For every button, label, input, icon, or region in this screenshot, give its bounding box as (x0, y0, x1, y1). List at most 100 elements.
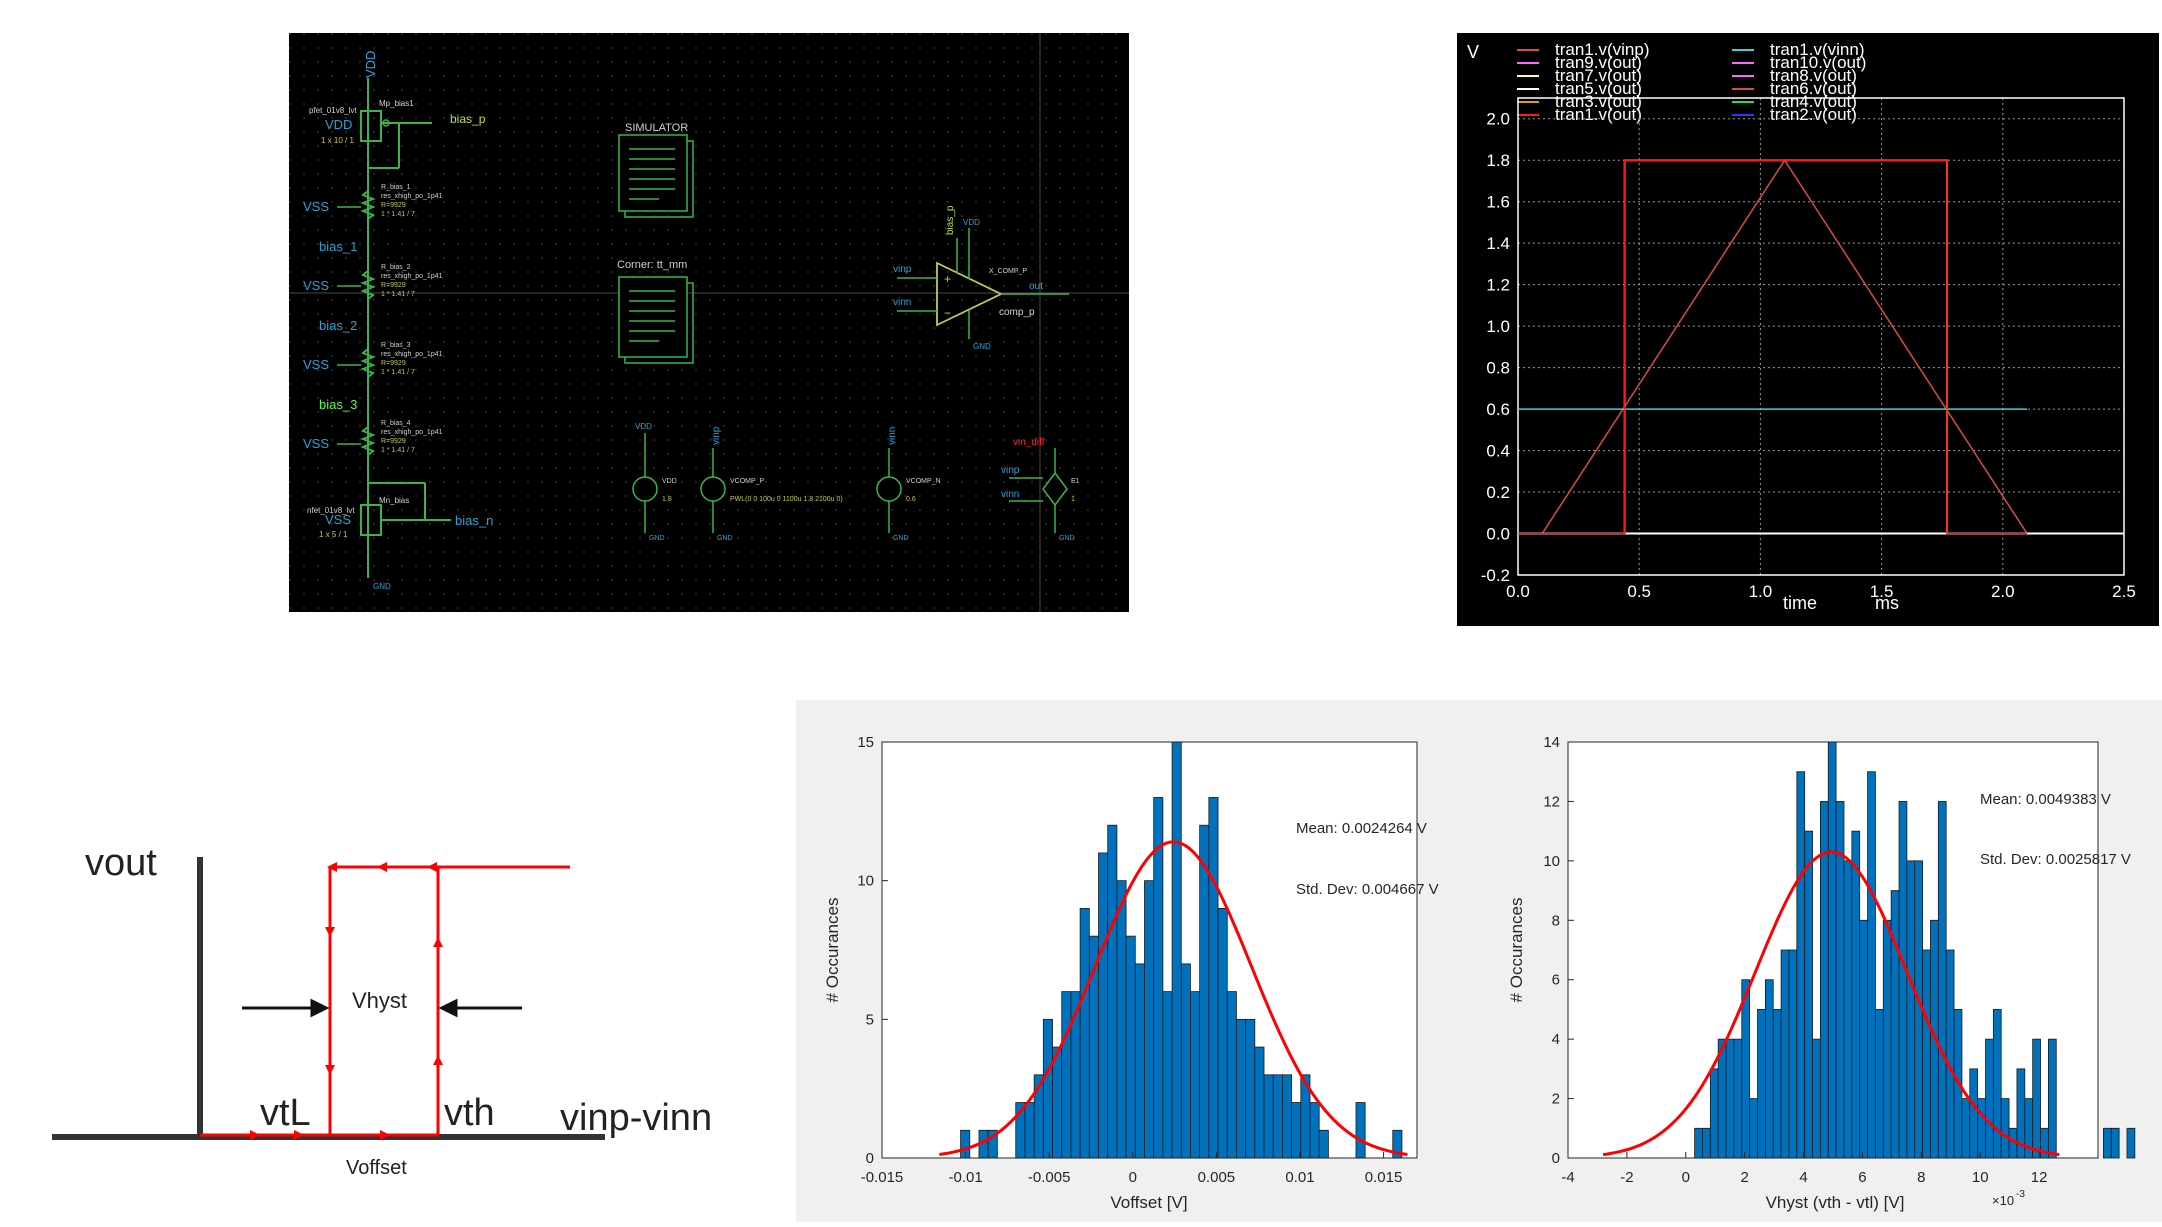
src-vdd-value: 1.8 (662, 496, 672, 503)
histogram-bar (1702, 1127, 1711, 1159)
histogram-bar (1694, 1127, 1703, 1159)
y-tick-label: 15 (857, 734, 874, 751)
r2-name: R_bias_2 (381, 264, 411, 271)
net-bias-1: bias_1 (319, 239, 357, 254)
hyst-loop (200, 862, 570, 1140)
r4-name: R_bias_4 (381, 420, 411, 427)
corner-block[interactable]: Corner: tt_mm (617, 259, 694, 364)
comp-vinp: vinp (893, 264, 912, 275)
x-tick-label: -0.005 (1028, 1169, 1071, 1186)
schematic-panel[interactable]: VDD pfet_01v8_lvt Mp_bias1 1 x 10 / 1 VD… (289, 33, 1129, 612)
h2-fit-curve (1602, 850, 2060, 1157)
waveform-plot[interactable]: V tran1.v(vinp) tran1.v(vinn) tran9.v(out)… (1457, 33, 2159, 626)
r3-name: R_bias_3 (381, 342, 411, 349)
x-tick-label: -4 (1561, 1169, 1574, 1186)
histogram-bar (1107, 824, 1118, 1159)
wave-x-tick: 0.0 (1506, 582, 1530, 601)
r4-mult: 1 * 1.41 / 7 (381, 447, 415, 454)
net-vdd-top: VDD (363, 51, 378, 78)
y-tick-label: 6 (1552, 972, 1560, 989)
pfet-mp-bias1[interactable]: pfet_01v8_lvt Mp_bias1 1 x 10 / 1 (309, 99, 414, 145)
resistor-r-bias-1[interactable]: R_bias_1 res_xhigh_po_1p41 R=9929 1 * 1.… (360, 184, 443, 220)
histogram-bar (1153, 797, 1164, 1159)
net-vss-1: VSS (303, 199, 329, 214)
histogram-vhyst-panel[interactable]: -4 -2 0 2 4 6 8 10 12 0 2 4 6 8 10 12 14 Vhyst (vth - v… (1482, 700, 2162, 1222)
histogram-vhyst[interactable]: -4 -2 0 2 4 6 8 10 12 0 2 4 6 8 10 12 14 Vhyst (vth - v… (1482, 700, 2162, 1222)
schematic-canvas[interactable]: VDD pfet_01v8_lvt Mp_bias1 1 x 10 / 1 VD… (289, 33, 1129, 612)
histogram-bar (1709, 1068, 1719, 1159)
hyst-vtl-label: vtL (260, 1092, 311, 1134)
net-vss-2: VSS (303, 278, 329, 293)
histogram-bar (1318, 1129, 1329, 1159)
source-vcomp-n[interactable]: vinn VCOMP_N 0.6 GND (876, 427, 941, 542)
histogram-bar (1992, 1009, 2002, 1159)
comp-cell: comp_p (999, 307, 1035, 318)
histogram-bar (1052, 1046, 1063, 1159)
wave-legend-entry: tran7.v(out) (1555, 66, 1642, 85)
r3-mult: 1 * 1.41 / 7 (381, 369, 415, 376)
vcvs-gain: 1 (1071, 496, 1075, 503)
y-tick-label: 0 (1552, 1150, 1560, 1167)
comparator-comp-p[interactable]: + − vinp vinn out X_COMP_P comp_p bias_p… (893, 205, 1069, 351)
histogram-bar (1079, 907, 1090, 1159)
nfet-mn-bias[interactable]: nfet_01v8_lvt Mn_bias 1 x 5 / 1 (307, 496, 409, 539)
histogram-bar (1733, 1038, 1743, 1159)
histogram-bar (1171, 741, 1182, 1159)
wave-y-tick: 0.2 (1486, 483, 1510, 502)
r2-mult: 1 * 1.41 / 7 (381, 291, 415, 298)
vcvs-e1[interactable]: vin_diff vinp vinn E1 1 GND (1001, 437, 1080, 542)
hyst-vhyst-arrows (242, 998, 522, 1018)
histogram-bar (1922, 949, 1931, 1159)
histogram-bar (987, 1129, 998, 1159)
y-tick-label: 10 (1543, 853, 1560, 870)
histogram-bar (2000, 1098, 2010, 1159)
histogram-voffset[interactable]: -0.015 -0.01 -0.005 0 0.005 0.01 0.015 051015 … (796, 700, 1482, 1222)
wave-traces (1518, 158, 2124, 535)
src-vdd-net: VDD (635, 422, 652, 431)
histogram-bar (1392, 1129, 1403, 1159)
histogram-bar (1208, 797, 1219, 1159)
wave-legend-entry: tran1.v(vinp) (1555, 40, 1649, 59)
net-bias-2: bias_2 (319, 318, 357, 333)
h2-x-exponent: -3 (2016, 1189, 2025, 1200)
waveform-panel[interactable]: V tran1.v(vinp) tran1.v(vinn) tran9.v(out)… (1457, 33, 2159, 626)
wave-y-tick: 0.4 (1486, 442, 1510, 461)
resistor-r-bias-3[interactable]: R_bias_3 res_xhigh_po_1p41 R=9929 1 * 1.… (360, 342, 443, 378)
gnd-bias: GND (373, 582, 391, 591)
histogram-bar (1254, 1046, 1265, 1159)
src-vdd-gnd: GND (649, 535, 665, 542)
r4-value: R=9929 (381, 438, 406, 445)
wave-y-tick: 1.2 (1486, 276, 1510, 295)
simulator-block[interactable]: SIMULATOR (618, 122, 694, 218)
histogram-voffset-panel[interactable]: -0.015 -0.01 -0.005 0 0.005 0.01 0.015 0 5 10 15 … (796, 700, 1482, 1222)
histogram-bar (1217, 907, 1228, 1159)
wave-x-tick: 1.0 (1749, 582, 1773, 601)
hyst-x-label: vinp-vinn (560, 1097, 712, 1139)
source-vdd[interactable]: VDD VDD 1.8 GND (632, 422, 677, 542)
src-vinp-net: vinp (711, 426, 722, 445)
net-bias-p: bias_p (450, 112, 486, 126)
vcvs-vinp: vinp (1001, 465, 1020, 476)
net-vss-3: VSS (303, 357, 329, 372)
histogram-bar (1226, 991, 1237, 1159)
h2-std: Std. Dev: 0.0025817 V (1980, 851, 2131, 868)
y-tick-label: 10 (857, 873, 874, 890)
h1-y-label: # Occurances (823, 898, 842, 1003)
resistor-r-bias-2[interactable]: R_bias_2 res_xhigh_po_1p41 R=9929 1 * 1.… (360, 264, 443, 300)
source-vcomp-p[interactable]: vinp VCOMP_P PWL(0 0 100u 0 1100u 1.8 21… (700, 426, 843, 542)
r3-value: R=9929 (381, 360, 406, 367)
histogram-bar (1812, 1038, 1821, 1159)
resistor-r-bias-4[interactable]: R_bias_4 res_xhigh_po_1p41 R=9929 1 * 1.… (360, 420, 443, 456)
histogram-bar (1272, 1074, 1283, 1159)
r1-value: R=9929 (381, 202, 406, 209)
wave-legend-entry: tran1.v(vinn) (1770, 40, 1864, 59)
histogram-bar (1134, 963, 1145, 1159)
histogram-bar (1757, 1009, 1766, 1159)
histogram-bar (1245, 1018, 1256, 1159)
x-tick-label: 0.01 (1285, 1169, 1314, 1186)
wave-y-tick: 0.0 (1486, 525, 1510, 544)
histogram-bar (1749, 1098, 1758, 1159)
vss-wires (337, 206, 361, 445)
x-tick-label: -0.01 (948, 1169, 982, 1186)
simulator-label: SIMULATOR (625, 122, 688, 134)
